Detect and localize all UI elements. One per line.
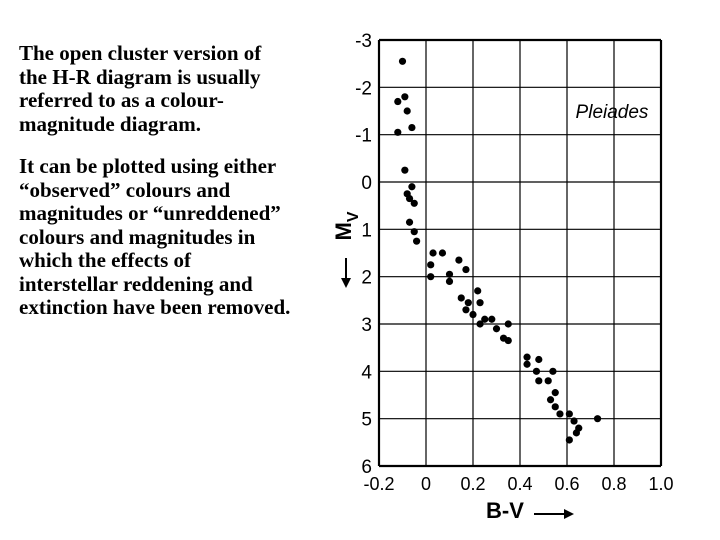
data-point [403,107,411,115]
y-tick-label: -1 [355,126,372,147]
data-point [457,294,465,302]
y-label-sub: V [345,211,362,222]
data-point [408,123,416,132]
data-point [429,249,437,257]
chart-annotation-pleiades: Pleiades [576,102,649,123]
data-point [394,97,402,106]
y-tick-label: 4 [361,362,372,383]
y-tick-label: 5 [361,410,372,431]
slide-paragraph-2: It can be plotted using either “observed… [19,154,291,319]
data-point [544,377,552,385]
data-point [401,93,409,101]
data-point [394,128,402,136]
chart-grid [377,38,663,468]
x-tick-label: 1.0 [648,474,673,494]
data-point [556,410,564,418]
y-tick-label: 3 [361,315,372,336]
x-tick-label: 0.8 [601,474,626,494]
data-point [410,228,418,236]
data-point [492,325,501,333]
data-point [549,367,557,375]
data-point [532,367,541,375]
data-point [445,277,454,285]
data-point [546,396,555,404]
y-tick-label: 6 [361,457,372,478]
data-point [405,218,414,226]
data-point [410,199,418,207]
data-point [476,320,484,328]
x-tick-label: 0 [421,474,431,494]
data-point [523,353,531,361]
data-point [474,287,482,295]
svg-text:MV: MV [331,211,362,240]
data-point [551,389,559,397]
y-axis-arrow [341,258,351,288]
data-point [476,299,484,307]
data-point [535,377,543,385]
y-tick-label: -2 [355,78,372,99]
slide-text-panel: The open cluster version of the H-R diag… [19,41,294,339]
data-point [572,429,581,437]
x-axis-arrow [534,509,574,519]
data-point [565,436,573,444]
data-point [427,261,435,269]
y-tick-label: 0 [361,173,372,194]
data-point [398,57,407,65]
y-label-main: M [331,222,356,240]
data-point [593,415,602,423]
data-point [462,306,470,314]
data-point [413,237,421,245]
y-tick-label: -3 [355,31,372,52]
chart-x-axis-label: B-V [486,498,524,523]
data-point [535,355,543,364]
x-tick-label: 0.6 [554,474,579,494]
data-point [504,336,512,345]
data-point [565,410,573,418]
data-point [504,320,512,328]
data-point [469,310,477,319]
y-tick-label: 2 [361,268,372,289]
data-point [488,315,496,323]
data-point [481,315,489,323]
data-point [405,194,414,203]
chart-tick-labels: -0.2 0 0.2 0.4 0.6 0.8 1.0 -3 -2 -1 0 1 2 3 4 5 6 [355,31,673,494]
data-point [462,265,470,274]
data-point [464,299,472,307]
chart-points [394,57,602,444]
data-point [401,166,409,174]
data-point [523,360,531,368]
slide-paragraph-1: The open cluster version of the H-R diag… [19,41,262,136]
data-point [427,273,435,281]
x-tick-label: 0.4 [507,474,532,494]
data-point [570,417,578,425]
data-point [438,249,447,257]
data-point [551,403,559,411]
y-tick-label: 1 [361,220,372,241]
data-point [455,256,463,264]
data-point [445,270,454,278]
data-point [408,183,416,191]
x-tick-label: 0.2 [460,474,485,494]
chart-y-axis-label: MV [331,211,362,240]
x-tick-label: -0.2 [363,474,394,494]
